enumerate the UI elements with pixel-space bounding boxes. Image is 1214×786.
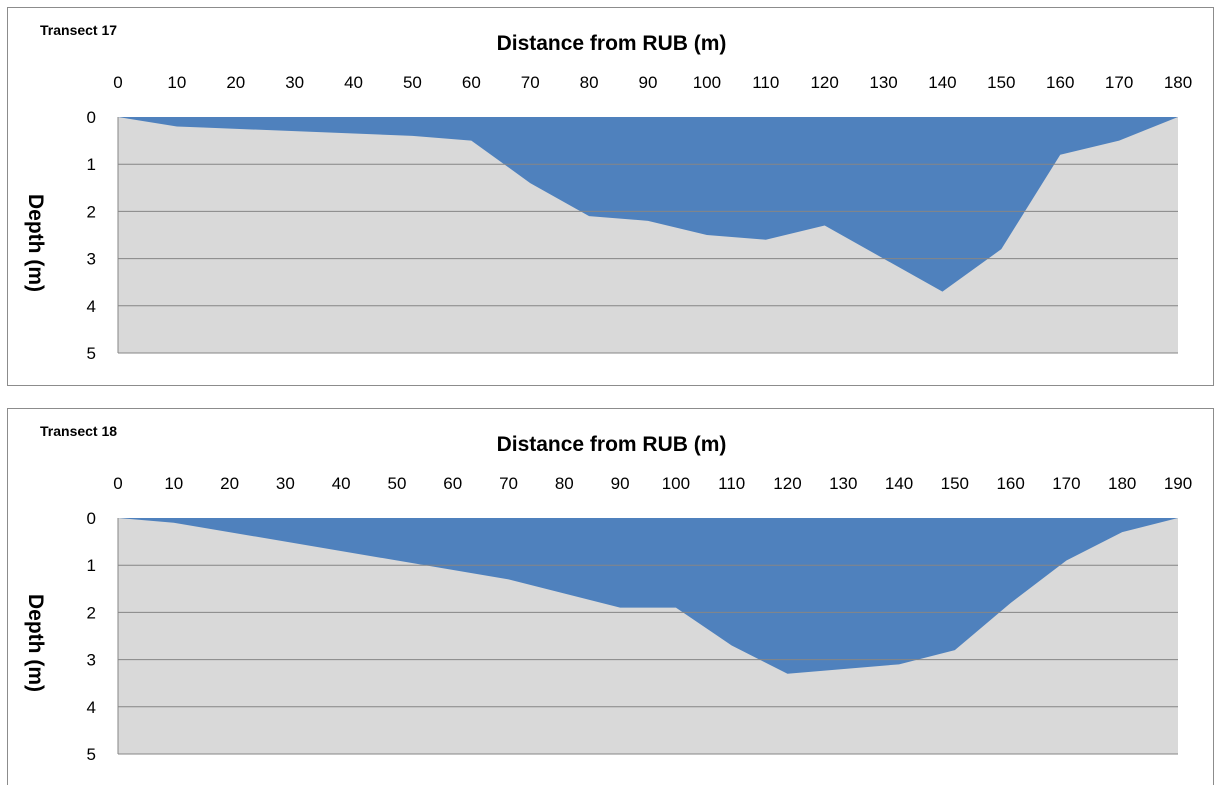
y-tick-label: 1 (87, 556, 96, 575)
x-tick-label: 170 (1105, 73, 1133, 92)
x-tick-label: 0 (113, 474, 122, 493)
x-tick-label: 190 (1164, 474, 1192, 493)
x-tick-label: 110 (752, 73, 779, 92)
y-tick-label: 3 (87, 250, 96, 269)
x-tick-label: 160 (996, 474, 1024, 493)
y-tick-label: 0 (87, 108, 96, 127)
x-tick-label: 40 (332, 474, 351, 493)
x-tick-label: 90 (639, 73, 658, 92)
y-tick-label: 4 (87, 297, 96, 316)
x-tick-label: 60 (462, 73, 481, 92)
x-tick-label: 180 (1164, 73, 1192, 92)
x-tick-label: 170 (1052, 474, 1080, 493)
x-axis-title: Distance from RUB (m) (496, 433, 727, 456)
water-area (118, 117, 1178, 292)
x-tick-label: 90 (611, 474, 630, 493)
y-tick-label: 1 (87, 155, 96, 174)
x-tick-label: 70 (521, 73, 540, 92)
x-tick-label: 10 (164, 474, 183, 493)
transect-label: Transect 18 (40, 423, 118, 439)
x-tick-label: 150 (987, 73, 1015, 92)
x-tick-label: 0 (113, 73, 122, 92)
y-tick-label: 2 (87, 202, 96, 221)
x-tick-label: 160 (1046, 73, 1074, 92)
transect-18-chart: Transect 18 Distance from RUB (m) Depth … (7, 408, 1214, 785)
x-tick-label: 60 (443, 474, 462, 493)
y-tick-label: 0 (87, 509, 96, 528)
x-tick-label: 10 (167, 73, 186, 92)
x-tick-label: 30 (276, 474, 295, 493)
x-tick-label: 100 (662, 474, 690, 493)
y-tick-label: 3 (87, 651, 96, 670)
x-tick-label: 120 (810, 73, 838, 92)
x-tick-label: 180 (1108, 474, 1136, 493)
y-tick-label: 5 (87, 344, 96, 363)
x-tick-label: 80 (580, 73, 599, 92)
x-tick-label: 140 (885, 474, 913, 493)
x-tick-label: 40 (344, 73, 363, 92)
transect-17-chart: Transect 17 Distance from RUB (m) Depth … (7, 7, 1214, 386)
y-tick-label: 4 (87, 698, 96, 717)
x-tick-label: 120 (773, 474, 801, 493)
x-tick-label: 150 (941, 474, 969, 493)
x-tick-label: 130 (829, 474, 857, 493)
x-tick-label: 100 (693, 73, 721, 92)
y-tick-label: 2 (87, 603, 96, 622)
x-tick-label: 130 (869, 73, 897, 92)
x-tick-label: 20 (226, 73, 245, 92)
x-tick-label: 20 (220, 474, 239, 493)
y-tick-label: 5 (87, 745, 96, 764)
water-area (118, 518, 1178, 674)
x-tick-label: 30 (285, 73, 304, 92)
x-tick-label: 80 (555, 474, 574, 493)
x-tick-label: 70 (499, 474, 518, 493)
x-tick-label: 140 (928, 73, 956, 92)
transect-label: Transect 17 (40, 22, 118, 38)
x-axis-title: Distance from RUB (m) (496, 32, 727, 55)
x-tick-label: 50 (387, 474, 406, 493)
x-tick-label: 50 (403, 73, 422, 92)
x-tick-label: 110 (718, 474, 745, 493)
